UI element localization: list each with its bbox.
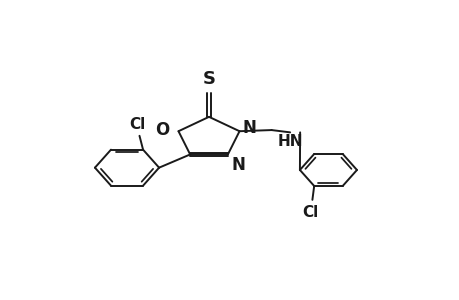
Text: O: O <box>155 121 169 139</box>
Text: Cl: Cl <box>129 117 146 132</box>
Text: Cl: Cl <box>302 205 318 220</box>
Text: N: N <box>242 119 256 137</box>
Text: HN: HN <box>277 134 302 148</box>
Text: N: N <box>231 156 245 174</box>
Text: S: S <box>202 70 215 88</box>
